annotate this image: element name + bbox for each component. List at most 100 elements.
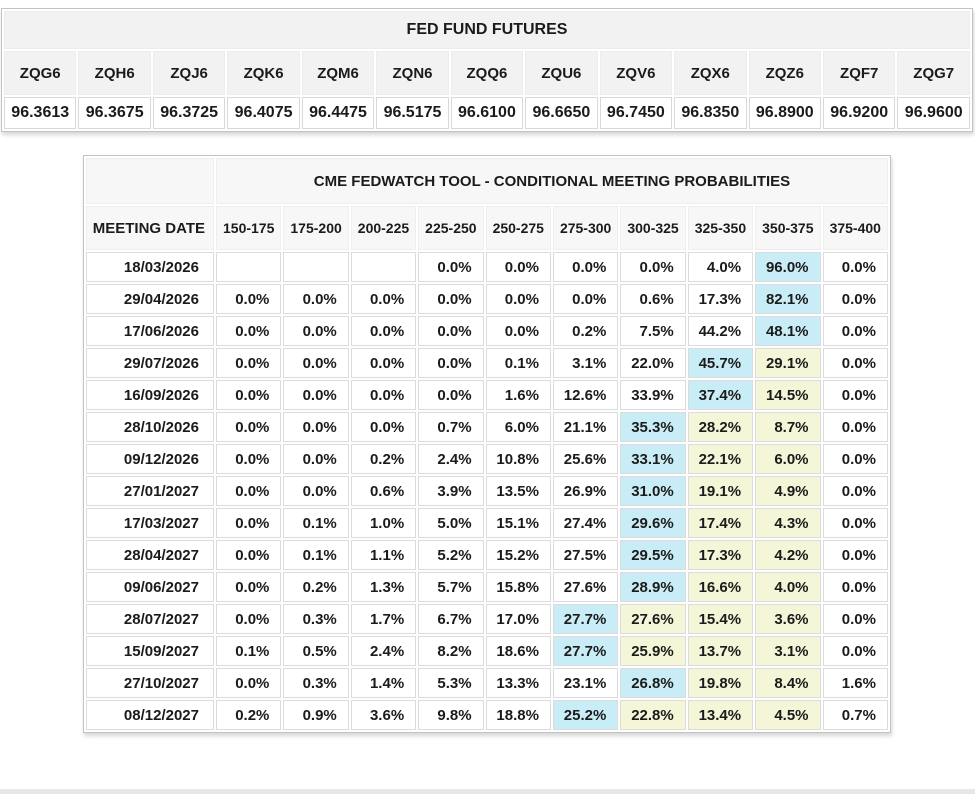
probability-cell: 25.2%	[552, 700, 619, 730]
probability-cell: 16.6%	[687, 572, 754, 602]
probability-cell: 0.0%	[822, 540, 888, 570]
probability-cell: 44.2%	[687, 316, 754, 346]
probability-cell: 37.4%	[687, 380, 754, 410]
probability-cell: 48.1%	[755, 316, 821, 346]
probability-cell: 0.0%	[418, 348, 484, 378]
fedwatch-row: 28/04/2027 0.0% 0.1% 1.1% 5.2% 15.2% 27.5% 29.5…	[86, 540, 888, 570]
probability-cell: 0.0%	[822, 636, 888, 666]
probability-cell: 0.0%	[283, 476, 349, 506]
probability-cell: 0.0%	[485, 284, 551, 314]
probability-cell: 0.6%	[620, 284, 686, 314]
rate-range-header: 350-375	[755, 206, 821, 250]
fedwatch-table: CME FEDWATCH TOOL - CONDITIONAL MEETING …	[83, 155, 891, 733]
futures-symbol-header: ZQG7	[897, 51, 970, 95]
probability-cell: 26.9%	[552, 476, 619, 506]
probability-cell: 0.0%	[350, 412, 417, 442]
probability-cell: 2.4%	[418, 444, 484, 474]
probability-cell: 0.0%	[216, 572, 282, 602]
probability-cell: 0.1%	[216, 636, 282, 666]
futures-title: FED FUND FUTURES	[4, 11, 970, 49]
probability-cell: 17.4%	[687, 508, 754, 538]
probability-cell: 15.2%	[485, 540, 551, 570]
probability-cell: 0.0%	[418, 380, 484, 410]
probability-cell: 0.0%	[822, 412, 888, 442]
probability-cell: 0.1%	[485, 348, 551, 378]
probability-cell: 0.0%	[418, 284, 484, 314]
probability-cell: 0.0%	[485, 316, 551, 346]
probability-cell: 6.0%	[485, 412, 551, 442]
probability-cell: 22.8%	[620, 700, 686, 730]
probability-cell: 3.9%	[418, 476, 484, 506]
probability-cell: 0.0%	[822, 508, 888, 538]
probability-cell: 0.0%	[822, 348, 888, 378]
probability-cell: 5.0%	[418, 508, 484, 538]
probability-cell: 0.3%	[283, 604, 349, 634]
fedwatch-title-row: CME FEDWATCH TOOL - CONDITIONAL MEETING …	[86, 158, 888, 204]
probability-cell: 4.0%	[755, 572, 821, 602]
probability-cell: 19.1%	[687, 476, 754, 506]
probability-cell: 14.5%	[755, 380, 821, 410]
probability-cell: 0.0%	[283, 316, 349, 346]
rate-range-header: 250-275	[485, 206, 551, 250]
probability-cell: 0.0%	[822, 380, 888, 410]
bottom-divider	[0, 789, 975, 794]
probability-cell: 27.4%	[552, 508, 619, 538]
probability-cell: 21.1%	[552, 412, 619, 442]
futures-price: 96.9200	[822, 97, 896, 129]
meeting-date-header: MEETING DATE	[86, 206, 214, 250]
futures-price: 96.9600	[897, 97, 970, 129]
probability-cell: 5.3%	[418, 668, 484, 698]
probability-cell: 0.3%	[283, 668, 349, 698]
probability-cell: 15.1%	[485, 508, 551, 538]
probability-cell: 0.0%	[216, 316, 282, 346]
futures-price: 96.6100	[450, 97, 524, 129]
probability-cell: 17.0%	[485, 604, 551, 634]
probability-cell: 13.3%	[485, 668, 551, 698]
probability-cell: 4.3%	[755, 508, 821, 538]
probability-cell: 33.9%	[620, 380, 686, 410]
probability-cell: 29.1%	[755, 348, 821, 378]
fedwatch-row: 17/06/2026 0.0% 0.0% 0.0% 0.0% 0.0% 0.2% 7.5% 44…	[86, 316, 888, 346]
meeting-date-cell: 09/06/2027	[86, 572, 214, 602]
probability-cell: 0.0%	[216, 444, 282, 474]
probability-cell: 0.6%	[350, 476, 417, 506]
probability-cell: 0.0%	[822, 252, 888, 282]
probability-cell: 3.6%	[755, 604, 821, 634]
probability-cell: 27.5%	[552, 540, 619, 570]
meeting-date-cell: 17/06/2026	[86, 316, 214, 346]
fed-fund-futures-table: FED FUND FUTURES ZQG6 ZQH6 ZQJ6 ZQK6 ZQM6 ZQN…	[1, 8, 973, 132]
futures-price: 96.3675	[78, 97, 151, 129]
futures-symbol-header: ZQJ6	[152, 51, 226, 95]
meeting-date-cell: 28/04/2027	[86, 540, 214, 570]
probability-cell: 0.0%	[283, 380, 349, 410]
probability-cell: 1.0%	[350, 508, 417, 538]
probability-cell: 3.6%	[350, 700, 417, 730]
probability-cell: 2.4%	[350, 636, 417, 666]
futures-price: 96.4075	[227, 97, 300, 129]
fedwatch-row: 27/01/2027 0.0% 0.0% 0.6% 3.9% 13.5% 26.9% 31.0…	[86, 476, 888, 506]
probability-cell: 1.3%	[350, 572, 417, 602]
futures-price: 96.8900	[748, 97, 821, 129]
fedwatch-header-row: MEETING DATE 150-175 175-200 200-225 225-25…	[86, 206, 888, 250]
probability-cell	[350, 252, 417, 282]
probability-cell: 35.3%	[620, 412, 686, 442]
meeting-date-cell: 09/12/2026	[86, 444, 214, 474]
probability-cell: 31.0%	[620, 476, 686, 506]
fedwatch-row: 09/06/2027 0.0% 0.2% 1.3% 5.7% 15.8% 27.6% 28.9…	[86, 572, 888, 602]
probability-cell: 7.5%	[620, 316, 686, 346]
probability-cell: 17.3%	[687, 540, 754, 570]
fedwatch-row: 15/09/2027 0.1% 0.5% 2.4% 8.2% 18.6% 27.7% 25.9…	[86, 636, 888, 666]
probability-cell: 0.0%	[350, 316, 417, 346]
probability-cell: 25.6%	[552, 444, 619, 474]
probability-cell: 0.1%	[283, 540, 349, 570]
meeting-date-cell: 29/07/2026	[86, 348, 214, 378]
probability-cell: 0.0%	[350, 348, 417, 378]
rate-range-header: 275-300	[552, 206, 619, 250]
probability-cell: 82.1%	[755, 284, 821, 314]
probability-cell: 25.9%	[620, 636, 686, 666]
futures-symbol-header: ZQG6	[4, 51, 77, 95]
futures-symbol-header: ZQV6	[599, 51, 673, 95]
futures-price-row: 96.3613 96.3675 96.3725 96.4075 96.4475 96.51…	[4, 97, 970, 129]
probability-cell: 0.1%	[283, 508, 349, 538]
